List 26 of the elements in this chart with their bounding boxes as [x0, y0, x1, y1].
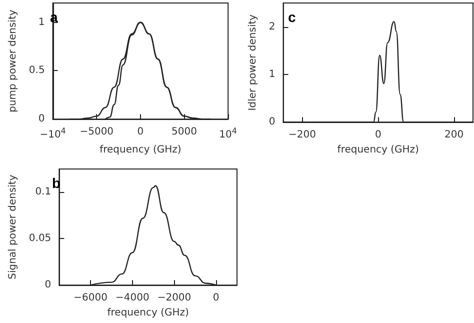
y-axis-title: Idler power density [248, 14, 258, 111]
y-tick-label: 0.1 [35, 186, 52, 198]
y-tick-label: 0 [268, 116, 276, 128]
x-tick-label: 200 [444, 130, 464, 141]
y-tick-label: 1 [38, 16, 45, 28]
x-tick-label: −200 [288, 130, 316, 141]
x-tick-label: −6000 [74, 292, 108, 304]
y-tick-label: 2 [268, 21, 276, 32]
x-axis-title: frequency (GHz) [100, 144, 182, 156]
x-axis-title: frequency (GHz) [337, 144, 420, 156]
x-tick-label: −2000 [157, 292, 192, 304]
x-tick-label: 0 [374, 130, 382, 141]
y-tick-label: 0.05 [28, 233, 52, 244]
chart-title: c [288, 9, 296, 25]
y-tick-label: 0 [38, 114, 45, 125]
x-tick-label: 0 [212, 292, 220, 304]
x-tick-label: 5000 [172, 126, 197, 138]
y-tick-label: 0 [44, 280, 52, 291]
y-axis-title: Signal power density [8, 174, 18, 280]
x-tick-label: 0 [137, 126, 144, 138]
x-axis-title: frequency (GHz) [107, 308, 190, 318]
x-tick-label: −4000 [115, 292, 150, 304]
y-tick-label: 1 [268, 68, 276, 80]
x-tick-label: −5000 [80, 126, 114, 138]
y-axis-title: pump power density [8, 10, 18, 112]
y-tick-label: 0.5 [28, 65, 45, 76]
